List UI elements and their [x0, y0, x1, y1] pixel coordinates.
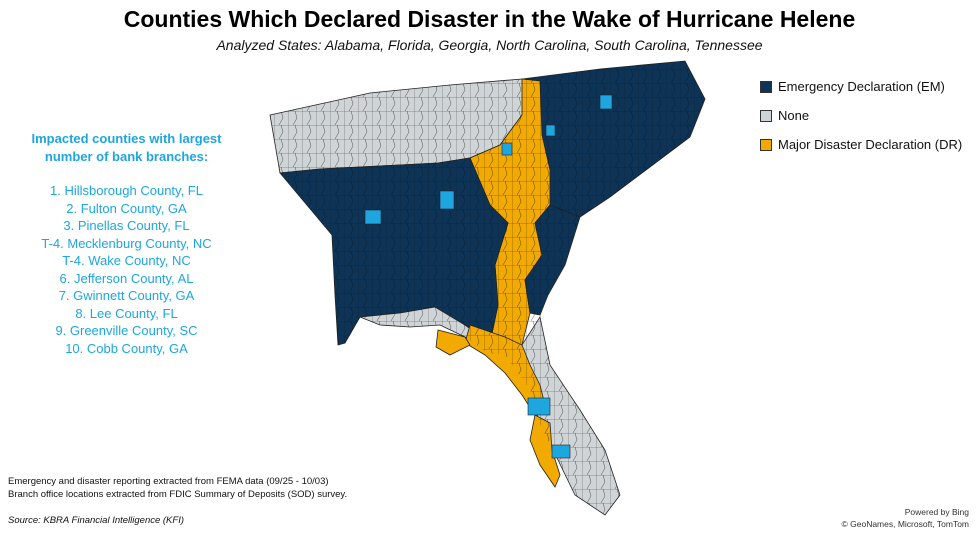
county-map [269, 60, 706, 516]
bank-list-item: 3. Pinellas County, FL [63, 218, 190, 233]
county-highlight-jefferson [364, 209, 382, 225]
data-note-fdic: Branch office locations extracted from F… [8, 489, 348, 500]
county-highlight-lee [551, 444, 571, 459]
region-panhandle-west [435, 329, 471, 356]
bank-list-item: 10. Cobb County, GA [65, 340, 188, 356]
map-credits: Powered by Bing © GeoNames, Microsoft, T… [842, 506, 970, 530]
county-highlight-tampa-bay [527, 397, 551, 416]
legend-item-dr: Major Disaster Declaration (DR) [760, 130, 962, 159]
credit-providers: © GeoNames, Microsoft, TomTom [841, 519, 970, 529]
bank-list-item: 2. Fulton County, GA [66, 200, 187, 216]
county-highlight-wake [599, 94, 613, 110]
data-note-fema: Emergency and disaster reporting extract… [8, 476, 329, 487]
legend-label-dr: Major Disaster Declaration (DR) [778, 137, 963, 152]
source-note: Source: KBRA Financial Intelligence (KFI… [8, 515, 185, 526]
bank-list-heading-line1: Impacted counties with largest [31, 131, 222, 146]
bank-list-item: 9. Greenville County, SC [55, 323, 198, 338]
credit-bing: Powered by Bing [904, 507, 969, 517]
legend-label-none: None [778, 108, 810, 123]
legend: Emergency Declaration (EM) None Major Di… [760, 72, 962, 159]
county-highlight-atlanta-metro [439, 190, 455, 210]
bank-list-item: T-4. Mecklenburg County, NC [41, 235, 212, 251]
map-subtitle: Analyzed States: Alabama, Florida, Georg… [216, 37, 763, 53]
legend-swatch-dr [760, 138, 772, 151]
legend-swatch-none [760, 109, 772, 122]
bank-list-heading: Impacted counties with largest number of… [14, 130, 239, 165]
bank-list-item: 6. Jefferson County, AL [59, 270, 194, 286]
county-highlight-greenville [545, 124, 556, 137]
bank-list-item: 7. Gwinnett County, GA [58, 288, 195, 303]
legend-swatch-em [760, 80, 772, 93]
bank-list-item: 1. Hillsborough County, FL [50, 183, 203, 198]
legend-label-em: Emergency Declaration (EM) [778, 79, 945, 94]
bank-list-item: 8. Lee County, FL [75, 305, 178, 321]
legend-item-none: None [760, 101, 962, 130]
legend-item-em: Emergency Declaration (EM) [760, 72, 962, 101]
bank-list-item: T-4. Wake County, NC [62, 253, 191, 268]
data-notes: Emergency and disaster reporting extract… [8, 475, 347, 501]
bank-branch-list: Impacted counties with largest number of… [14, 130, 239, 357]
county-highlight-mecklenburg [501, 142, 513, 156]
map-title: Counties Which Declared Disaster in the … [123, 6, 856, 32]
bank-list-heading-line2: number of bank branches: [44, 148, 209, 164]
